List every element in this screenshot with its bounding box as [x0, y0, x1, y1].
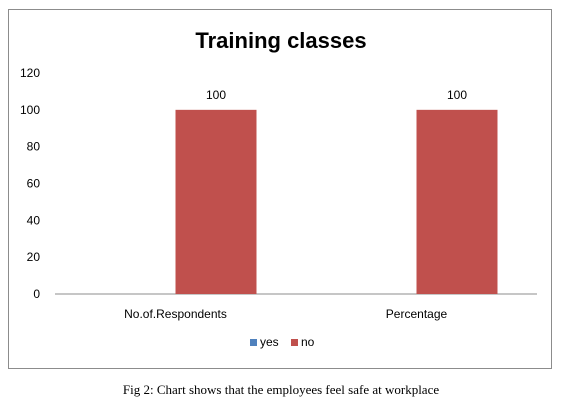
y-tick-label: 40 [27, 213, 41, 227]
legend-swatch-yes [250, 339, 257, 346]
data-label: 100 [447, 88, 467, 102]
y-tick-label: 20 [27, 250, 41, 264]
bar-no-0 [175, 109, 257, 294]
x-tick-label: No.of.Respondents [124, 307, 227, 321]
legend: yes no [250, 335, 315, 349]
y-tick-label: 0 [33, 287, 40, 301]
data-label: 100 [206, 88, 226, 102]
bar-no-1 [416, 109, 498, 294]
x-axis-labels: No.of.Respondents Percentage [124, 307, 447, 321]
y-axis: 0 20 40 60 80 100 120 [20, 66, 40, 301]
legend-swatch-no [291, 339, 298, 346]
bars: 100 100 [175, 88, 498, 294]
y-tick-label: 120 [20, 66, 40, 80]
figure-caption: Fig 2: Chart shows that the employees fe… [122, 382, 440, 397]
chart-title: Training classes [195, 28, 366, 53]
y-tick-label: 80 [27, 140, 41, 154]
legend-label-yes: yes [260, 335, 279, 349]
legend-label-no: no [301, 335, 315, 349]
x-tick-label: Percentage [386, 307, 448, 321]
y-tick-label: 60 [27, 177, 41, 191]
y-tick-label: 100 [20, 103, 40, 117]
